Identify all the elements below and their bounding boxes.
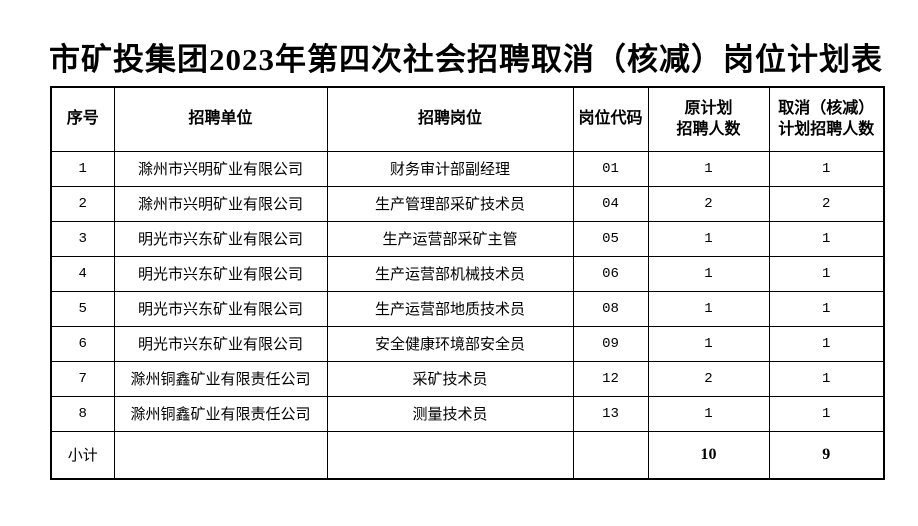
table-row: 8 滁州铜鑫矿业有限责任公司 测量技术员 13 1 1	[50, 395, 885, 432]
header-col-position: 招聘岗位	[326, 86, 574, 152]
header-col-original-count: 原计划 招聘人数	[647, 86, 770, 152]
cell-cancel-count: 1	[768, 150, 885, 187]
cell-unit: 滁州铜鑫矿业有限责任公司	[113, 395, 328, 432]
table-row: 5 明光市兴东矿业有限公司 生产运营部地质技术员 08 1 1	[50, 290, 885, 327]
cell-index: 1	[50, 150, 115, 187]
cell-original-count: 1	[647, 395, 770, 432]
cell-unit: 明光市兴东矿业有限公司	[113, 255, 328, 292]
cell-code: 09	[572, 325, 649, 362]
cell-cancel-count: 1	[768, 290, 885, 327]
table-row: 3 明光市兴东矿业有限公司 生产运营部采矿主管 05 1 1	[50, 220, 885, 257]
subtotal-position-empty	[326, 430, 574, 480]
cell-position: 生产运营部采矿主管	[326, 220, 574, 257]
cell-index: 8	[50, 395, 115, 432]
cell-position: 测量技术员	[326, 395, 574, 432]
cell-cancel-count: 1	[768, 220, 885, 257]
header-col-cancel-count: 取消（核减） 计划招聘人数	[768, 86, 885, 152]
cell-position: 采矿技术员	[326, 360, 574, 397]
subtotal-label: 小计	[50, 430, 115, 480]
cell-cancel-count: 1	[768, 395, 885, 432]
cell-cancel-count: 2	[768, 185, 885, 222]
cell-original-count: 1	[647, 220, 770, 257]
cell-index: 4	[50, 255, 115, 292]
cell-index: 6	[50, 325, 115, 362]
cell-unit: 明光市兴东矿业有限公司	[113, 220, 328, 257]
cell-position: 安全健康环境部安全员	[326, 325, 574, 362]
cell-code: 05	[572, 220, 649, 257]
cell-original-count: 2	[647, 185, 770, 222]
page-title: 市矿投集团2023年第四次社会招聘取消（核减）岗位计划表	[49, 42, 883, 77]
cell-unit: 滁州市兴明矿业有限公司	[113, 150, 328, 187]
cell-original-count: 1	[647, 255, 770, 292]
cell-index: 5	[50, 290, 115, 327]
table-row: 4 明光市兴东矿业有限公司 生产运营部机械技术员 06 1 1	[50, 255, 885, 292]
cell-original-count: 2	[647, 360, 770, 397]
table-body: 1 滁州市兴明矿业有限公司 财务审计部副经理 01 1 1 2 滁州市兴明矿业有限公司 生产管理…	[50, 150, 885, 432]
cell-position: 生产运营部地质技术员	[326, 290, 574, 327]
cell-cancel-count: 1	[768, 360, 885, 397]
cell-position: 生产运营部机械技术员	[326, 255, 574, 292]
subtotal-original-total: 10	[647, 430, 770, 480]
subtotal-unit-empty	[113, 430, 328, 480]
cell-original-count: 1	[647, 150, 770, 187]
cell-unit: 明光市兴东矿业有限公司	[113, 325, 328, 362]
header-col-code: 岗位代码	[572, 86, 649, 152]
table-row: 2 滁州市兴明矿业有限公司 生产管理部采矿技术员 04 2 2	[50, 185, 885, 222]
cell-unit: 滁州铜鑫矿业有限责任公司	[113, 360, 328, 397]
cell-code: 01	[572, 150, 649, 187]
cell-code: 06	[572, 255, 649, 292]
cell-code: 08	[572, 290, 649, 327]
subtotal-code-empty	[572, 430, 649, 480]
subtotal-cancel-total: 9	[768, 430, 885, 480]
cell-original-count: 1	[647, 290, 770, 327]
subtotal-row: 小计 10 9	[50, 430, 885, 480]
recruitment-cancel-table: 序号 招聘单位 招聘岗位 岗位代码 原计划 招聘人数 取消（核减） 计划招聘人数…	[50, 86, 885, 480]
cell-code: 12	[572, 360, 649, 397]
cell-cancel-count: 1	[768, 255, 885, 292]
cell-cancel-count: 1	[768, 325, 885, 362]
cell-code: 13	[572, 395, 649, 432]
table-header-row: 序号 招聘单位 招聘岗位 岗位代码 原计划 招聘人数 取消（核减） 计划招聘人数	[50, 86, 885, 152]
table-row: 1 滁州市兴明矿业有限公司 财务审计部副经理 01 1 1	[50, 150, 885, 187]
cell-unit: 明光市兴东矿业有限公司	[113, 290, 328, 327]
cell-code: 04	[572, 185, 649, 222]
cell-index: 7	[50, 360, 115, 397]
table-row: 7 滁州铜鑫矿业有限责任公司 采矿技术员 12 2 1	[50, 360, 885, 397]
cell-index: 3	[50, 220, 115, 257]
header-col-unit: 招聘单位	[113, 86, 328, 152]
cell-position: 生产管理部采矿技术员	[326, 185, 574, 222]
cell-unit: 滁州市兴明矿业有限公司	[113, 185, 328, 222]
cell-position: 财务审计部副经理	[326, 150, 574, 187]
table-row: 6 明光市兴东矿业有限公司 安全健康环境部安全员 09 1 1	[50, 325, 885, 362]
header-col-index: 序号	[50, 86, 115, 152]
cell-index: 2	[50, 185, 115, 222]
cell-original-count: 1	[647, 325, 770, 362]
